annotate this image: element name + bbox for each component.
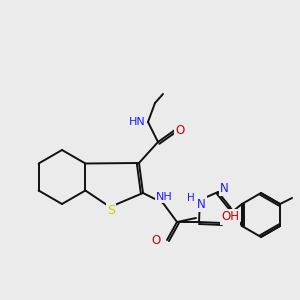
Text: H: H [187, 193, 195, 203]
Text: OH: OH [221, 211, 239, 224]
Text: HN: HN [129, 117, 146, 127]
Text: O: O [176, 124, 184, 136]
Text: NH: NH [156, 192, 172, 202]
Text: S: S [107, 205, 115, 218]
Text: N: N [196, 197, 206, 211]
Text: N: N [220, 182, 229, 194]
Text: O: O [152, 233, 161, 247]
